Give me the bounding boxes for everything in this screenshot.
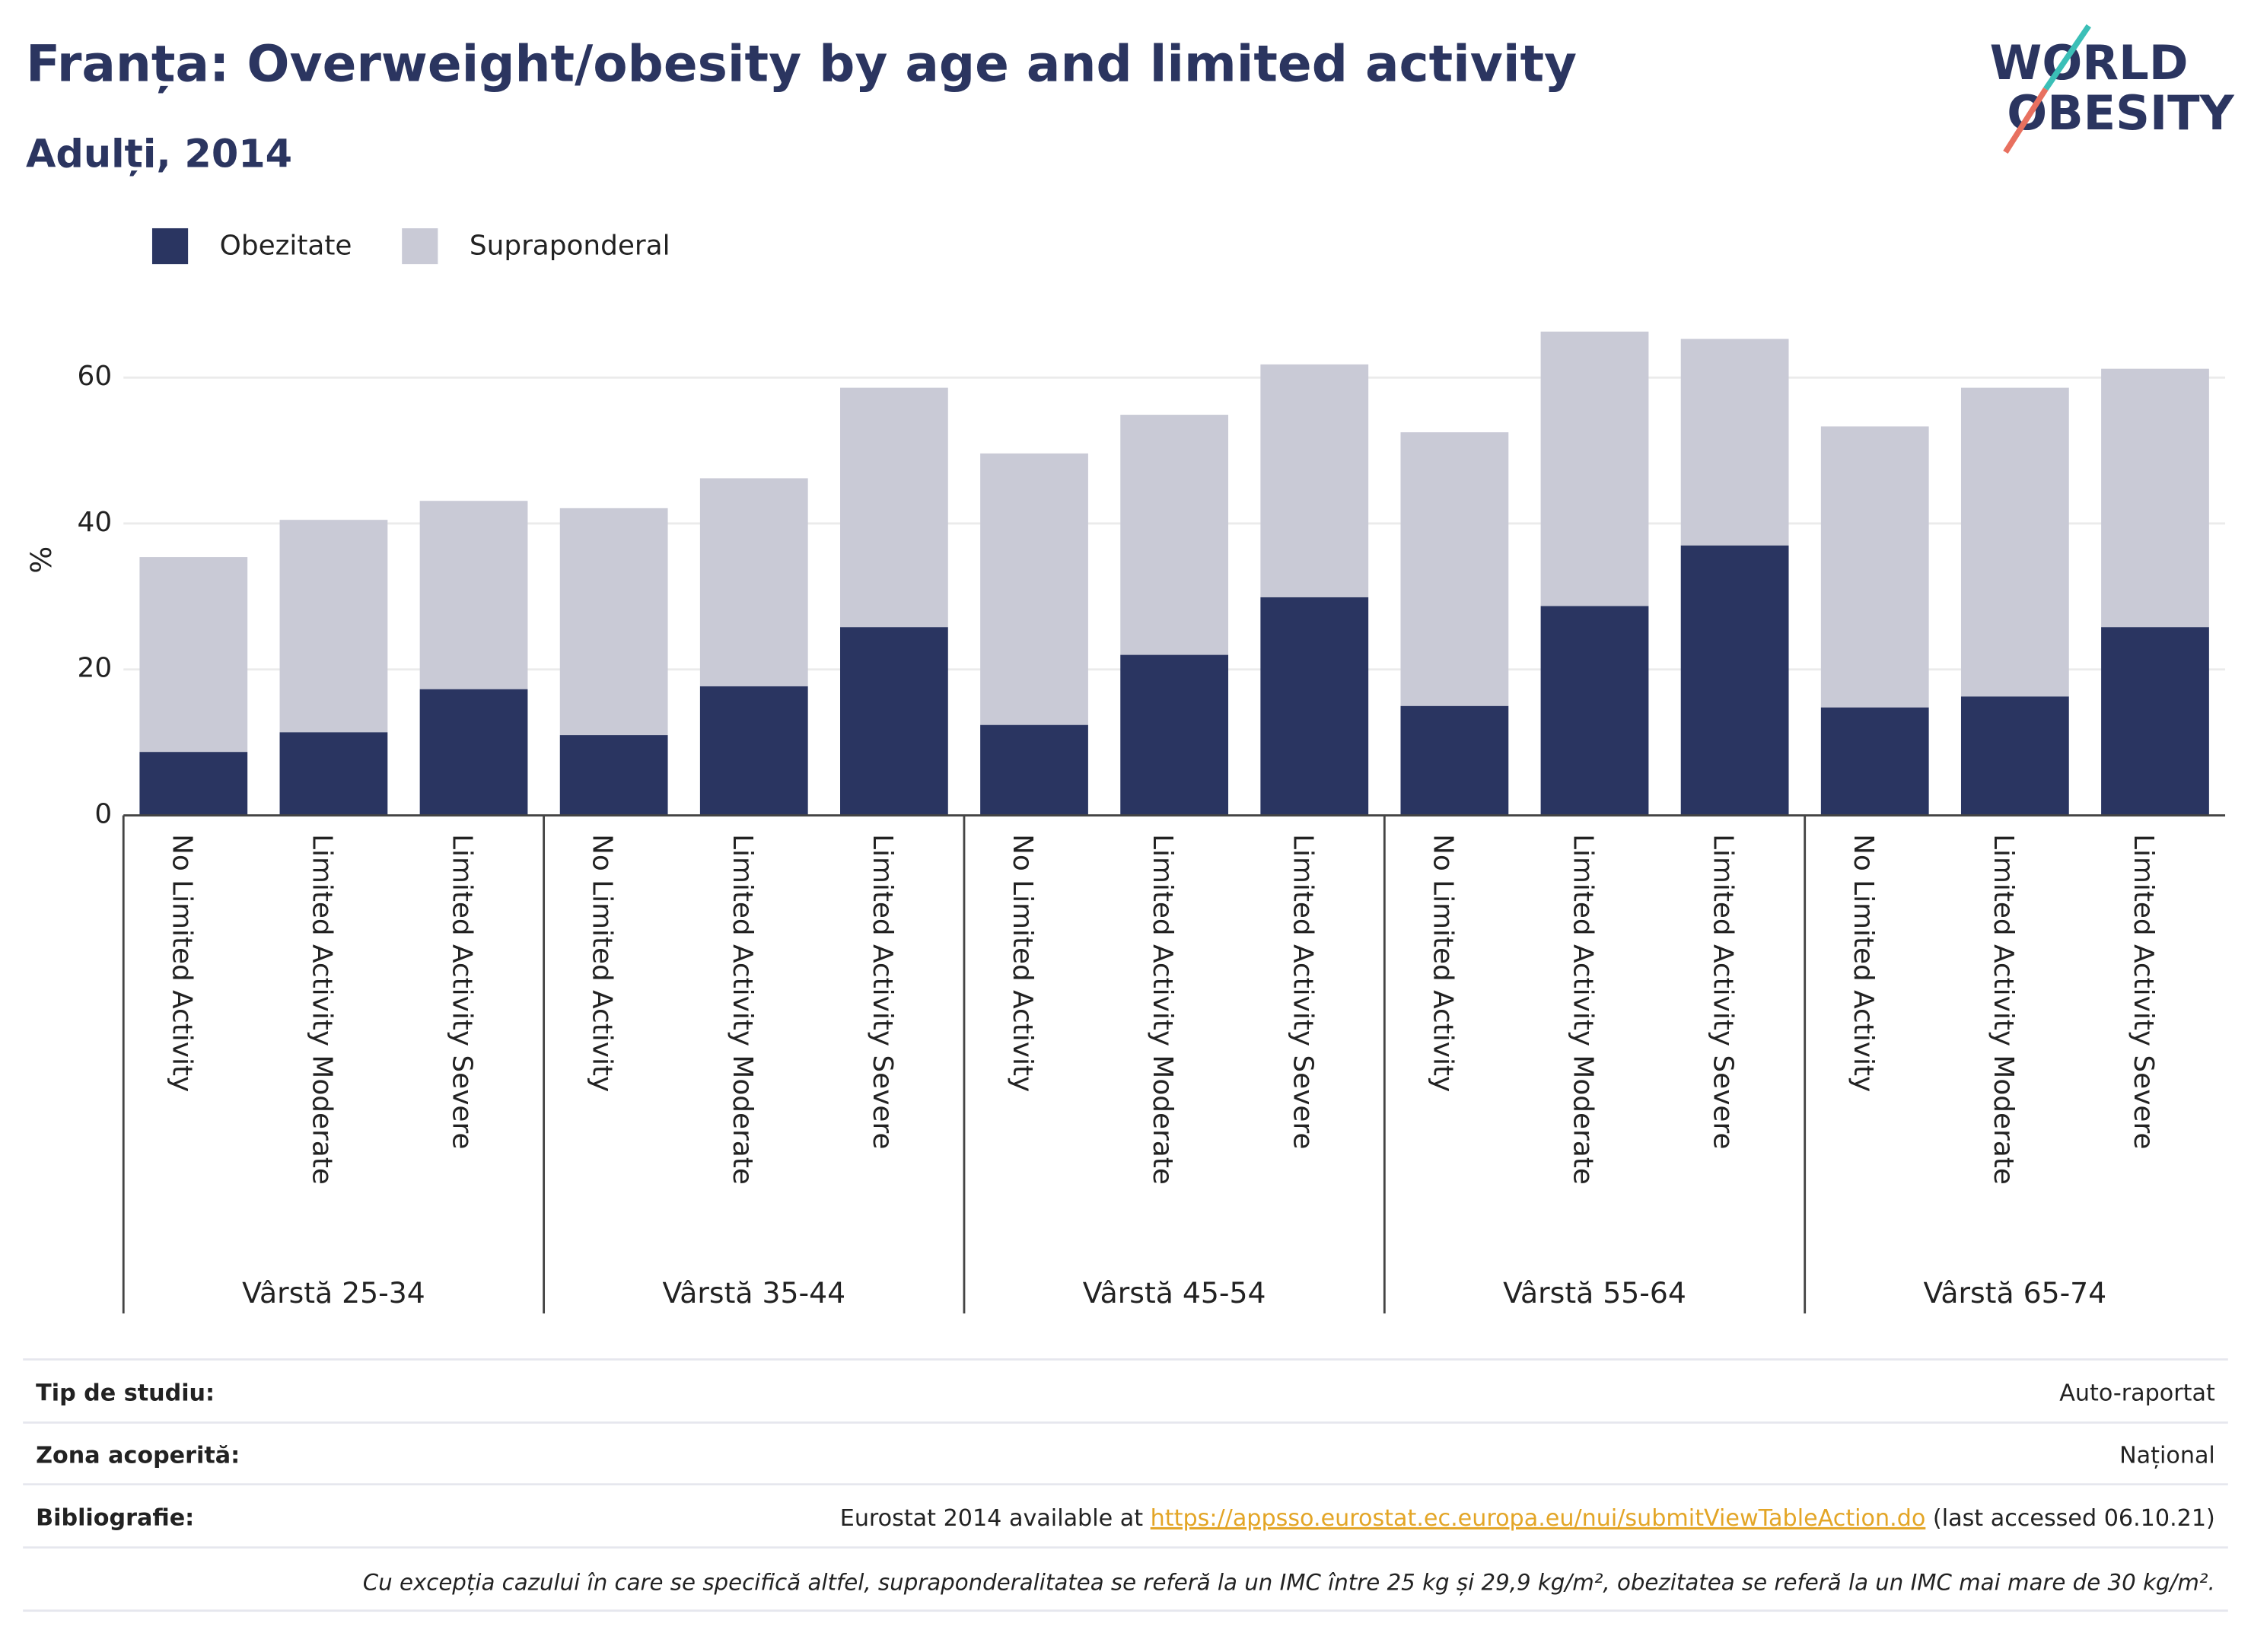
- bar-segment: [1260, 597, 1369, 816]
- bar-segment: [980, 724, 1088, 816]
- footer-note: Cu excepția cazului în care se specifică…: [363, 1569, 2215, 1596]
- bibliography: Eurostat 2014 available at https://appss…: [840, 1504, 2215, 1531]
- x-tick-label: Limited Activity Severe: [1708, 834, 1739, 1149]
- bar-segment: [139, 752, 248, 816]
- footer-label: Tip de studiu:: [36, 1380, 215, 1406]
- bar-segment: [1540, 606, 1649, 816]
- legend-swatch: [402, 228, 438, 265]
- bar-segment: [980, 453, 1088, 725]
- chart-subtitle: Adulți, 2014: [26, 132, 292, 177]
- bar-segment: [2101, 368, 2209, 628]
- legend-label: Supraponderal: [470, 230, 670, 261]
- x-tick-label: Limited Activity Severe: [1287, 834, 1318, 1149]
- group-label: Vârstă 55-64: [1503, 1276, 1686, 1310]
- bar-segment: [559, 508, 668, 736]
- logo-slash: [2003, 87, 2049, 154]
- x-tick-label: Limited Activity Moderate: [1147, 834, 1178, 1185]
- group-label: Vârstă 45-54: [1083, 1276, 1266, 1310]
- bar-segment: [1680, 545, 1789, 816]
- bar-segment: [139, 557, 248, 753]
- bar-segment: [2101, 627, 2209, 816]
- bar-segment: [840, 627, 948, 816]
- bar-segment: [419, 689, 528, 816]
- bar-segment: [279, 732, 388, 816]
- bar-segment: [1260, 364, 1369, 597]
- y-tick-label: 0: [94, 799, 112, 830]
- x-tick-label: Limited Activity Severe: [447, 834, 478, 1149]
- legend-swatch: [151, 228, 189, 265]
- x-tick-label: No Limited Activity: [166, 834, 197, 1092]
- x-tick-label: Limited Activity Moderate: [1568, 834, 1599, 1185]
- bar-segment: [699, 478, 808, 686]
- bar-segment: [1120, 654, 1229, 816]
- y-tick-label: 40: [78, 507, 113, 538]
- logo: WORLD OBESITY: [1990, 24, 2235, 154]
- bar-segment: [279, 520, 388, 733]
- x-tick-label: Limited Activity Moderate: [1988, 834, 2019, 1185]
- bar-segment: [1540, 331, 1649, 606]
- x-tick-label: No Limited Activity: [1848, 834, 1879, 1092]
- x-tick-label: Limited Activity Moderate: [306, 834, 337, 1185]
- footer-value: Național: [2119, 1442, 2215, 1469]
- y-axis-label: %: [24, 546, 58, 574]
- footer-value: Auto-raportat: [2059, 1380, 2215, 1406]
- y-tick-label: 60: [78, 361, 113, 392]
- logo-text: WORLD: [1990, 35, 2189, 91]
- bar-segment: [419, 501, 528, 689]
- x-tick-label: Limited Activity Severe: [2128, 834, 2159, 1149]
- group-label: Vârstă 65-74: [1924, 1276, 2107, 1310]
- bibliography-text: (last accessed 06.10.21): [1925, 1504, 2214, 1531]
- bar-segment: [1680, 339, 1789, 546]
- bar-segment: [1120, 415, 1229, 655]
- legend-label: Obezitate: [220, 230, 352, 261]
- bar-segment: [1960, 696, 2069, 816]
- footer-label: Zona acoperită:: [36, 1442, 240, 1469]
- bibliography-link[interactable]: https://appsso.eurostat.ec.europa.eu/nui…: [1151, 1504, 1926, 1531]
- chart-title: Franța: Overweight/obesity by age and li…: [26, 35, 1577, 94]
- bar-segment: [1820, 426, 1929, 708]
- x-tick-label: Limited Activity Severe: [867, 834, 898, 1149]
- x-tick-label: Limited Activity Moderate: [727, 834, 758, 1185]
- x-tick-label: No Limited Activity: [1427, 834, 1458, 1092]
- bar-segment: [1960, 387, 2069, 697]
- footer-label: Bibliografie:: [36, 1504, 194, 1531]
- bar-segment: [1400, 432, 1509, 706]
- bar-segment: [840, 387, 948, 628]
- bar-segment: [1400, 705, 1509, 816]
- bar-segment: [1820, 707, 1929, 816]
- y-tick-label: 20: [78, 653, 113, 684]
- group-label: Vârstă 25-34: [242, 1276, 425, 1310]
- group-label: Vârstă 35-44: [662, 1276, 845, 1310]
- logo-slash: [2043, 24, 2091, 91]
- bibliography-text: Eurostat 2014 available at: [840, 1504, 1151, 1531]
- x-tick-label: No Limited Activity: [1007, 834, 1038, 1092]
- bar-segment: [699, 686, 808, 816]
- bar-segment: [559, 735, 668, 816]
- x-tick-label: No Limited Activity: [587, 834, 618, 1092]
